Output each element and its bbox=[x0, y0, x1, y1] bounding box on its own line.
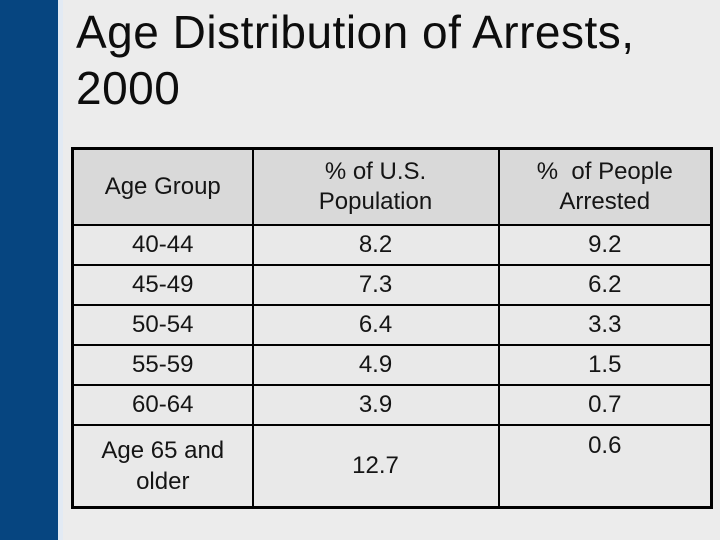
table-header-row: Age Group % of U.S. Population % of Peop… bbox=[71, 147, 713, 226]
left-accent-bar-edge bbox=[58, 0, 63, 540]
cell-pct-us-population: 3.9 bbox=[251, 383, 500, 426]
header-arrested-line2: Arrested bbox=[559, 187, 651, 215]
cell-age-group: 60-64 bbox=[71, 383, 254, 426]
cell-age-group: 50-54 bbox=[71, 303, 254, 346]
cell-age-group: 55-59 bbox=[71, 343, 254, 386]
cell-pct-people-arrested: 0.7 bbox=[497, 383, 713, 426]
cell-pct-us-population: 4.9 bbox=[251, 343, 500, 386]
cell-pct-us-population: 7.3 bbox=[251, 263, 500, 306]
header-population-line2: Population bbox=[318, 187, 433, 215]
table-row: 55-59 4.9 1.5 bbox=[71, 343, 713, 386]
header-population-line1: % of U.S. bbox=[324, 157, 427, 185]
table-row: 60-64 3.9 0.7 bbox=[71, 383, 713, 426]
header-arrested-line1: % of People bbox=[536, 157, 673, 185]
age-65-older-label: Age 65 and older bbox=[101, 436, 225, 495]
cell-pct-us-population: 6.4 bbox=[251, 303, 500, 346]
cell-age-group: 45-49 bbox=[71, 263, 254, 306]
table-row: 50-54 6.4 3.3 bbox=[71, 303, 713, 346]
left-accent-bar bbox=[0, 0, 58, 540]
header-cell-age-group: Age Group bbox=[71, 147, 254, 226]
cell-pct-us-population: 12.7 bbox=[251, 423, 500, 509]
header-cell-pct-people-arrested: % of People Arrested bbox=[497, 147, 713, 226]
header-cell-pct-us-population: % of U.S. Population bbox=[251, 147, 500, 226]
slide-title: Age Distribution of Arrests, 2000 bbox=[76, 4, 686, 116]
cell-pct-people-arrested: 6.2 bbox=[497, 263, 713, 306]
cell-pct-people-arrested: 0.6 bbox=[497, 423, 713, 509]
cell-age-group: 40-44 bbox=[71, 223, 254, 266]
cell-pct-people-arrested: 1.5 bbox=[497, 343, 713, 386]
table-row: Age 65 and older 12.7 0.6 bbox=[71, 423, 713, 509]
cell-age-group: Age 65 and older bbox=[71, 423, 254, 509]
table-row: 45-49 7.3 6.2 bbox=[71, 263, 713, 306]
table-row: 40-44 8.2 9.2 bbox=[71, 223, 713, 266]
cell-pct-people-arrested: 9.2 bbox=[497, 223, 713, 266]
slide-title-line2: 2000 bbox=[76, 62, 181, 114]
slide-title-line1: Age Distribution of Arrests, bbox=[76, 6, 635, 58]
age-distribution-table: Age Group % of U.S. Population % of Peop… bbox=[71, 147, 713, 509]
cell-pct-people-arrested: 3.3 bbox=[497, 303, 713, 346]
header-age-group-label: Age Group bbox=[104, 172, 221, 200]
cell-pct-us-population: 8.2 bbox=[251, 223, 500, 266]
